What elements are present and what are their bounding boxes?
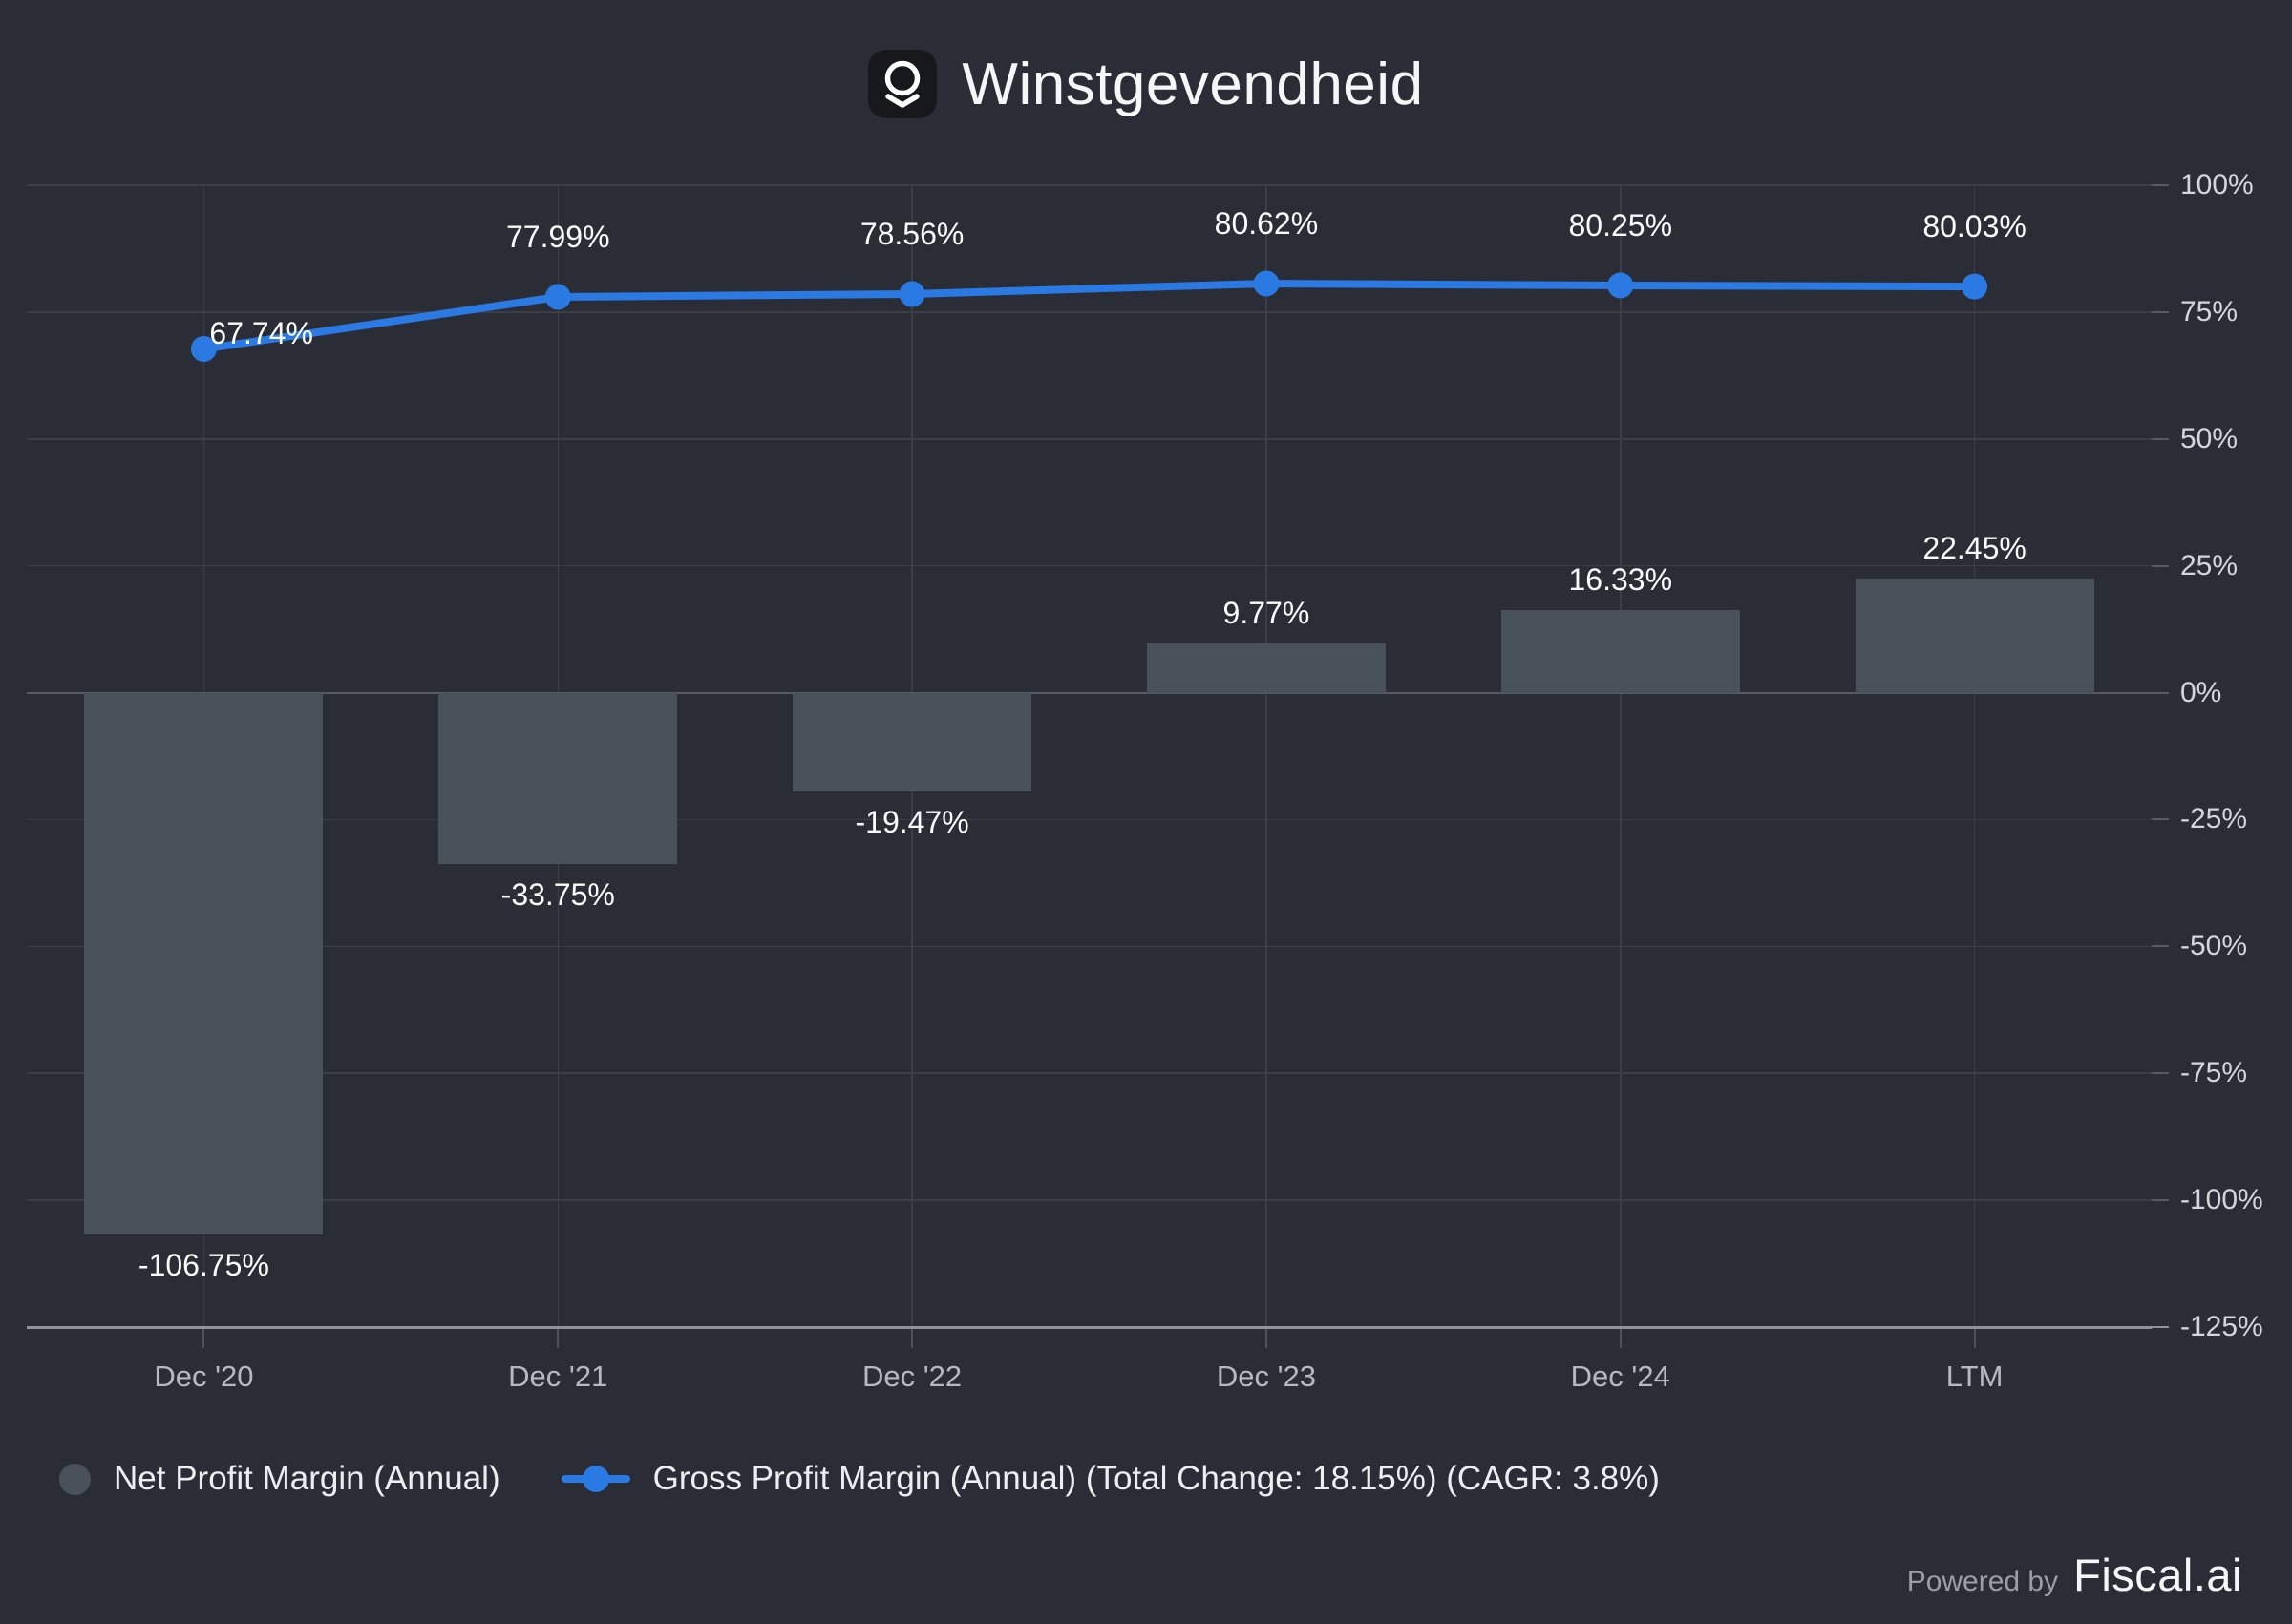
legend-item-gross-profit-margin[interactable]: Gross Profit Margin (Annual) (Total Chan… <box>561 1460 1660 1498</box>
y-axis-tick <box>2152 184 2169 186</box>
bar-value-label: -19.47% <box>855 805 969 840</box>
gridline-horizontal <box>27 311 2152 313</box>
gridline-vertical <box>1973 185 1976 1327</box>
line-value-label: 80.25% <box>1568 207 1673 243</box>
gridline-horizontal-axis <box>27 1325 2152 1329</box>
line-point[interactable] <box>544 284 571 310</box>
gridline-horizontal <box>27 1072 2152 1074</box>
y-axis-tick <box>2152 945 2169 948</box>
y-axis-label: 25% <box>2180 549 2239 581</box>
line-value-label: 77.99% <box>505 219 610 254</box>
line-value-label: 67.74% <box>209 316 313 351</box>
x-axis-tick <box>1619 1327 1622 1348</box>
gross-profit-legend-line-dot-icon <box>561 1465 630 1493</box>
gridline-horizontal-zero <box>27 691 2152 694</box>
y-axis-tick <box>2152 310 2169 313</box>
y-axis-tick <box>2152 1072 2169 1075</box>
line-value-label: 78.56% <box>860 216 965 251</box>
x-axis-label: Dec '22 <box>862 1360 963 1393</box>
x-axis-label: Dec '23 <box>1216 1360 1316 1393</box>
line-path <box>200 280 1979 353</box>
line-point[interactable] <box>1962 273 1988 300</box>
x-axis-label: Dec '24 <box>1570 1360 1670 1393</box>
y-axis-label: -50% <box>2180 930 2248 962</box>
gridline-horizontal <box>27 438 2152 440</box>
bar-net-profit-margin[interactable] <box>438 692 678 864</box>
y-axis-label: -125% <box>2180 1311 2263 1342</box>
legend-label: Net Profit Margin (Annual) <box>114 1460 500 1497</box>
y-axis-label: 75% <box>2180 295 2239 327</box>
y-axis-tick <box>2152 437 2169 440</box>
bar-value-label: 16.33% <box>1568 561 1673 597</box>
line-point[interactable] <box>190 335 217 362</box>
net-profit-legend-dot-icon <box>59 1463 91 1495</box>
x-axis-tick <box>202 1327 205 1348</box>
line-point[interactable] <box>899 281 925 307</box>
y-axis-label: 0% <box>2180 676 2222 708</box>
y-axis-tick <box>2152 564 2169 567</box>
line-value-label: 80.03% <box>1922 209 2027 244</box>
x-axis-label: Dec '21 <box>508 1360 608 1393</box>
bar-value-label: -33.75% <box>500 876 615 912</box>
legend-label: Gross Profit Margin (Annual) (Total Chan… <box>652 1460 1660 1497</box>
bar-net-profit-margin[interactable] <box>1146 643 1386 693</box>
x-axis-tick <box>911 1327 914 1348</box>
y-axis-label: -25% <box>2180 803 2248 835</box>
y-axis-tick <box>2152 1326 2169 1328</box>
page-title: Winstgevendheid <box>962 51 1424 117</box>
gridline-horizontal <box>27 818 2152 821</box>
bar-value-label: 22.45% <box>1922 531 2027 566</box>
gridline-vertical <box>1620 185 1622 1327</box>
gridline-horizontal <box>27 1199 2152 1201</box>
bar-net-profit-margin[interactable] <box>1855 579 2094 693</box>
y-axis-tick <box>2152 1199 2169 1202</box>
footer: Powered by Fiscal.ai <box>1907 1549 2242 1601</box>
chart-legend: Net Profit Margin (Annual) Gross Profit … <box>59 1455 1660 1503</box>
gridline-horizontal <box>27 184 2152 186</box>
gridline-vertical <box>1265 185 1267 1327</box>
legend-item-net-profit-margin[interactable]: Net Profit Margin (Annual) <box>59 1460 500 1498</box>
gridline-horizontal <box>27 564 2152 567</box>
x-axis-tick <box>1264 1327 1267 1348</box>
bar-value-label: 9.77% <box>1222 595 1310 630</box>
gridline-horizontal <box>27 945 2152 948</box>
bar-net-profit-margin[interactable] <box>1500 609 1740 693</box>
y-axis-label: -75% <box>2180 1057 2248 1089</box>
powered-by-text: Powered by <box>1906 1566 2059 1597</box>
x-axis-tick <box>1973 1327 1976 1348</box>
y-axis-label: 50% <box>2180 422 2239 454</box>
fiscal-ai-wordmark: Fiscal.ai <box>2073 1550 2242 1600</box>
y-axis-label: 100% <box>2180 169 2254 200</box>
line-point[interactable] <box>1253 270 1280 297</box>
y-axis-tick <box>2152 691 2169 694</box>
x-axis-label: Dec '20 <box>154 1360 254 1393</box>
bar-net-profit-margin[interactable] <box>793 692 1032 792</box>
bar-net-profit-margin[interactable] <box>84 692 324 1234</box>
y-axis-tick <box>2152 818 2169 821</box>
bar-value-label: -106.75% <box>138 1247 269 1282</box>
fiscal-logo-icon <box>868 50 938 118</box>
y-axis-label: -100% <box>2180 1184 2263 1216</box>
x-axis-tick <box>557 1327 560 1348</box>
chart-header: Winstgevendheid <box>0 46 2292 122</box>
line-point[interactable] <box>1607 272 1634 299</box>
x-axis-label: LTM <box>1945 1360 2004 1393</box>
line-value-label: 80.62% <box>1214 206 1319 241</box>
